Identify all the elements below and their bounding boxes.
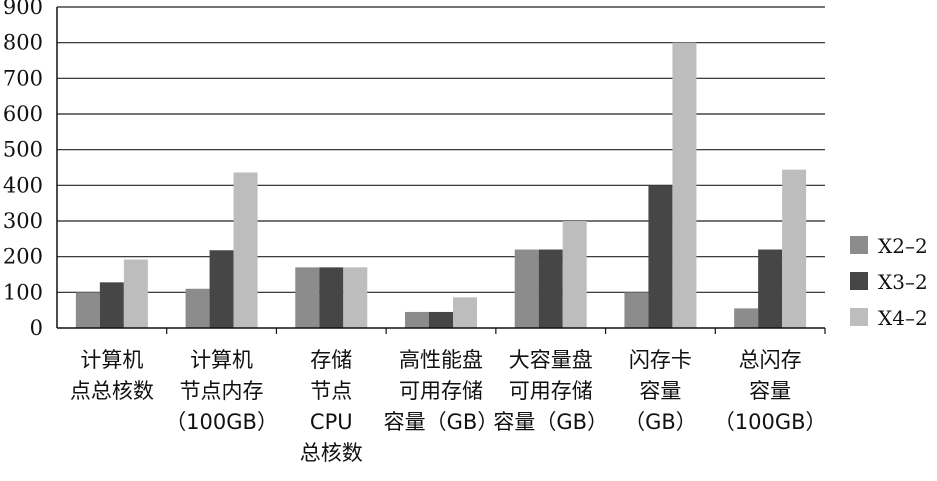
category-label: 总闪存 [739,348,802,372]
y-tick-label: 0 [30,316,43,340]
bar-2-3 [319,267,344,328]
bar-1-1 [75,292,100,328]
category-label: 闪存卡 [629,348,692,372]
category-label: 点总核数 [70,379,154,403]
y-tick-label: 400 [3,173,43,197]
legend-swatch [850,308,868,326]
bar-3-2 [233,172,258,328]
category-label: （100GB） [165,410,278,434]
category-label: 计算机 [80,348,143,372]
y-tick-label: 200 [3,245,43,269]
category-label: 存储 [310,348,352,372]
bar-3-4 [453,297,477,328]
bar-2-7 [758,249,783,328]
category-label: 节点内存 [180,379,264,403]
bar-1-2 [185,288,210,328]
category-label: （GB） [624,410,697,434]
legend-label: X2–2 [878,234,928,258]
legend: X2–2 X3–2 X4–2 [850,234,928,330]
legend-label: X4–2 [878,306,928,330]
bar-3-6 [672,42,697,329]
bar-2-2 [209,250,234,328]
category-label: 大容量盘 [509,348,593,372]
legend-swatch [850,272,868,290]
y-tick-label: 900 [3,0,43,19]
bars [75,42,807,329]
category-label: 节点 [310,379,352,403]
category-label: 容量（GB） [384,410,499,434]
category-label: 容量 [639,379,681,403]
category-labels: 计算机点总核数计算机节点内存（100GB）存储节点CPU总核数高性能盘可用存储容… [70,348,827,465]
bar-1-6 [624,292,649,328]
y-tick-label: 100 [3,280,43,304]
y-tick-label: 800 [3,31,43,55]
category-label: CPU [310,410,353,434]
bar-1-5 [514,249,539,328]
bar-1-3 [295,267,320,328]
bar-3-1 [123,259,148,328]
bar-2-6 [648,185,673,328]
category-label: 容量（GB） [493,410,608,434]
axes [56,7,826,334]
bar-2-1 [99,282,124,328]
category-label: 容量 [749,379,791,403]
y-tick-labels: 0 100 200 300 400 500 600 700 800 900 [3,0,43,340]
bar-3-7 [782,169,807,328]
bar-1-7 [734,308,759,328]
bar-2-4 [429,311,453,328]
bar-1-4 [405,311,429,328]
category-label: 高性能盘 [399,348,483,372]
category-label: 可用存储 [509,379,593,403]
bar-2-5 [538,249,563,328]
category-label: 计算机 [190,348,253,372]
bar-3-3 [343,267,368,328]
y-tick-label: 300 [3,209,43,233]
category-label: （100GB） [714,410,827,434]
y-tick-label: 600 [3,102,43,126]
category-label: 可用存储 [399,379,483,403]
gridlines [57,6,825,293]
category-label: 总核数 [300,441,363,465]
legend-swatch [850,236,868,254]
bar-3-5 [562,221,587,328]
y-tick-label: 500 [3,138,43,162]
y-tick-label: 700 [3,66,43,90]
legend-label: X3–2 [878,270,928,294]
